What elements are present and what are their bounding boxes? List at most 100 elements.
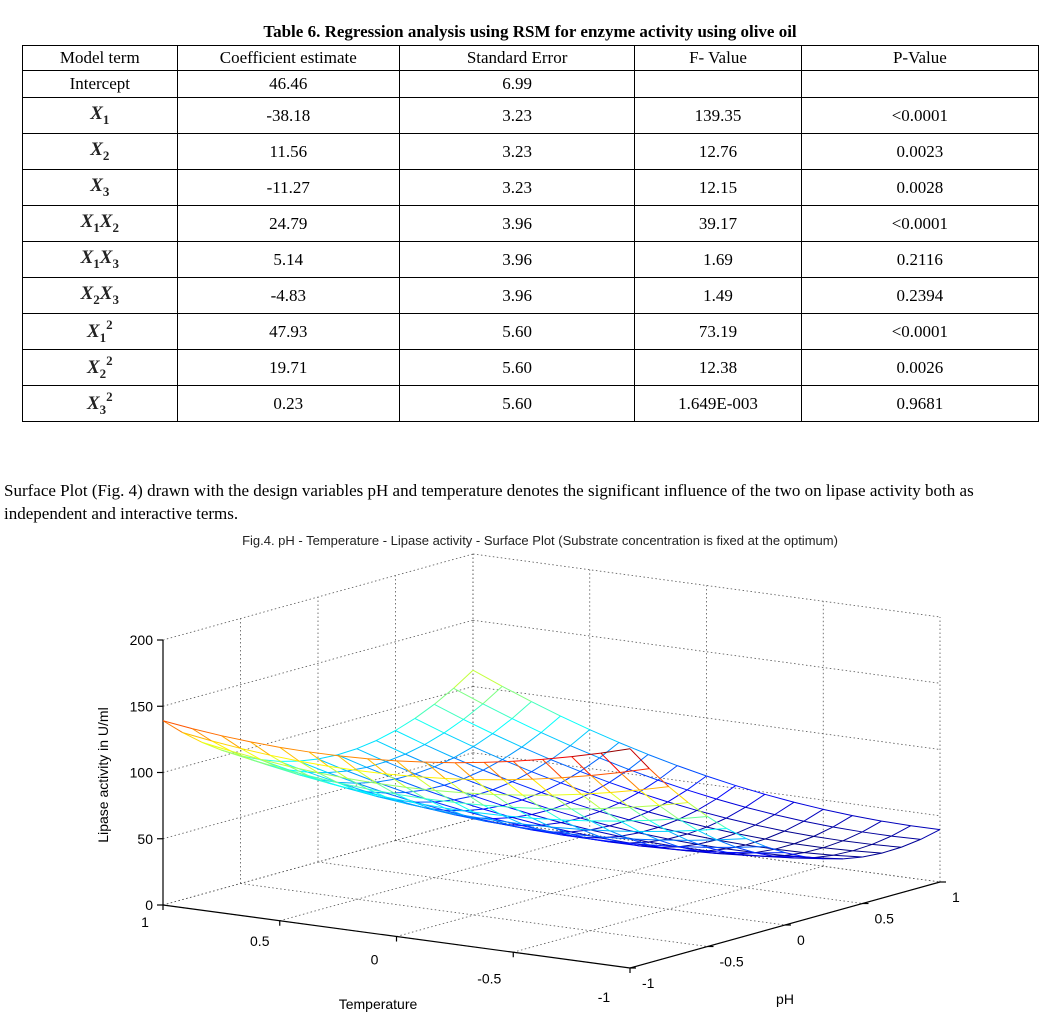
surface-mesh-line (629, 841, 649, 844)
surface-mesh-line (501, 685, 532, 703)
surface-mesh-line (531, 701, 561, 717)
table-row: X1X3 5.14 3.96 1.69 0.2116 (22, 241, 1039, 278)
surface-mesh-line (600, 748, 631, 754)
gridline (472, 619, 941, 684)
z-tick-label: 150 (130, 698, 154, 714)
surface-mesh-line (503, 778, 533, 781)
surface-mesh-line (435, 790, 465, 794)
surface-mesh-line (453, 757, 484, 771)
surface-mesh-line (503, 779, 524, 796)
cell-p: <0.0001 (800, 313, 1039, 350)
surface-mesh-line (211, 740, 241, 749)
surface-mesh-line (707, 846, 727, 853)
surface-mesh-line (444, 807, 465, 816)
surface-mesh-line (512, 781, 542, 793)
cell-model-term: X2 (22, 133, 178, 170)
surface-mesh-line (396, 760, 426, 763)
surface-mesh-line (871, 835, 892, 845)
surface-mesh-line (833, 850, 853, 856)
surface-mesh-line (891, 835, 921, 840)
surface-mesh-line (279, 746, 310, 753)
surface-mesh-line (891, 825, 912, 837)
table-title: Table 6. Regression analysis using RSM f… (263, 22, 797, 41)
surface-mesh-line (803, 808, 824, 822)
cell-f: 12.76 (634, 133, 802, 170)
cell-se: 3.23 (398, 169, 636, 206)
surface-mesh-line (668, 830, 689, 841)
table-row: X3 -11.27 3.23 12.15 0.0028 (22, 169, 1039, 206)
surface-mesh-line (832, 815, 853, 828)
surface-mesh-line (531, 771, 561, 784)
surface-mesh-line (599, 811, 630, 821)
x-tick-label: 0.5 (250, 933, 270, 949)
surface-mesh-line (619, 841, 649, 846)
surface-mesh-line (492, 718, 513, 735)
surface-mesh-line (629, 838, 659, 841)
surface-mesh-line (881, 846, 902, 854)
x-axis-label: Temperature (339, 996, 418, 1012)
figure-caption: Fig.4. pH - Temperature - Lipase activit… (242, 533, 838, 548)
surface-mesh-line (765, 838, 795, 845)
surface-mesh-line (454, 762, 475, 780)
cell-p: 0.0023 (800, 133, 1039, 170)
surface-mesh-line (463, 769, 484, 780)
surface-mesh-line (240, 747, 261, 760)
surface-mesh-line (590, 820, 611, 832)
surface-mesh-line (600, 808, 621, 822)
surface-mesh-line (434, 790, 455, 803)
surface-mesh-line (473, 811, 504, 817)
surface-mesh-line (629, 748, 650, 769)
surface-mesh-line (453, 669, 474, 689)
surface-mesh-line (862, 852, 882, 858)
model-term-symbol: X12 (87, 317, 113, 345)
surface-mesh-line (716, 785, 736, 800)
model-term-symbol: X1X2 (81, 211, 119, 235)
cell-f: 1.49 (634, 277, 802, 314)
term-subscript: 1 (93, 220, 100, 235)
surface-mesh-line (531, 759, 552, 773)
surface-mesh-line (230, 750, 261, 760)
surface-mesh-line (872, 843, 902, 848)
table-row: X1X2 24.79 3.96 39.17 <0.0001 (22, 205, 1039, 242)
surface-mesh-line (881, 820, 911, 827)
surface-mesh-line (843, 856, 863, 860)
cell-se: 3.23 (398, 97, 636, 134)
surface-mesh-line (473, 789, 494, 797)
surface-mesh-line (561, 775, 592, 779)
term-subscript: 3 (99, 402, 107, 417)
surface-mesh-line (901, 838, 921, 848)
surface-mesh-line (395, 730, 425, 745)
surface-mesh-line (512, 817, 542, 826)
surface-mesh-line (561, 819, 591, 822)
gridline (395, 840, 863, 904)
gridline (279, 834, 590, 922)
surface-mesh-line (560, 715, 590, 731)
surface-mesh-line (618, 742, 649, 755)
z-tick-label: 200 (130, 632, 154, 648)
surface-mesh-line (707, 816, 728, 829)
surface-mesh-line (356, 740, 377, 750)
surface-mesh-line (396, 793, 426, 800)
gridline (240, 883, 708, 947)
surface-mesh-line (610, 792, 631, 808)
surface-mesh-line (657, 779, 688, 791)
surface-mesh-line (454, 801, 475, 813)
surface-mesh-line (473, 779, 494, 795)
surface-mesh-line (464, 792, 494, 795)
surface-mesh-line (269, 754, 290, 767)
surface-mesh-line (308, 751, 339, 757)
surface-mesh-line (182, 732, 202, 743)
surface-mesh-line (512, 771, 532, 783)
surface-mesh-line (521, 746, 552, 761)
surface-mesh-line (472, 669, 503, 687)
surface-mesh-line (862, 820, 882, 833)
surface-mesh-line (920, 829, 941, 840)
surface-mesh-line (376, 782, 397, 795)
cell-f: 39.17 (634, 205, 802, 242)
surface-mesh-line (308, 775, 338, 784)
surface-mesh-line (260, 758, 290, 767)
surface-mesh-line (541, 782, 562, 793)
surface-mesh-line (581, 791, 611, 795)
cell-coef: -11.27 (176, 169, 400, 206)
surface-mesh-line (415, 802, 436, 811)
